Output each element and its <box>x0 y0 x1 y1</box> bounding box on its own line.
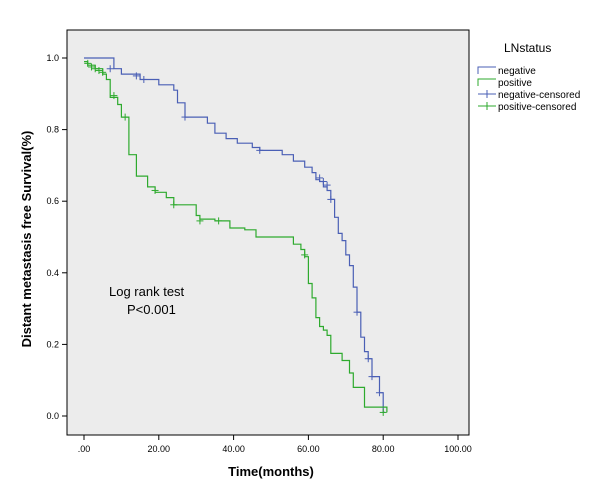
legend-label: positive <box>498 78 532 89</box>
legend-item: positive <box>477 78 532 89</box>
censor-mark-negative <box>316 174 324 182</box>
x-tick-label: 100.00 <box>444 444 472 454</box>
censor-mark-negative <box>364 355 372 363</box>
series-line-positive <box>84 61 388 413</box>
censor-mark-positive <box>91 65 99 73</box>
censor-mark-negative <box>106 65 114 73</box>
x-tick-label: 20.00 <box>148 444 171 454</box>
censor-mark-positive <box>379 408 387 416</box>
y-tick-label: 0.0 <box>46 411 59 421</box>
y-tick-label: 0.2 <box>46 339 59 349</box>
x-tick-label: 40.00 <box>222 444 245 454</box>
censor-mark-positive <box>170 201 178 209</box>
legend: LNstatus negativepositivenegative-censor… <box>477 41 580 113</box>
series-layer <box>84 57 388 416</box>
censor-mark-negative <box>327 195 335 203</box>
y-tick-label: 0.8 <box>46 125 59 135</box>
legend-swatch-step <box>477 78 496 86</box>
censor-mark-negative <box>256 146 264 154</box>
legend-label: negative <box>498 66 536 77</box>
y-tick-label: 1.0 <box>46 53 59 63</box>
annotation-line-2: P<0.001 <box>127 302 176 317</box>
x-tick-label: .00 <box>78 444 91 454</box>
censor-mark-positive <box>301 251 309 259</box>
legend-entries: negativepositivenegative-censoredpositiv… <box>477 66 580 113</box>
x-axis-title: Time(months) <box>228 464 314 479</box>
y-tick-label: 0.4 <box>46 268 59 278</box>
x-tick-label: 80.00 <box>372 444 395 454</box>
censor-mark-negative <box>353 308 361 316</box>
censor-mark-positive <box>95 67 103 75</box>
series-line-negative <box>84 57 386 413</box>
censor-mark-negative <box>181 113 189 121</box>
censor-mark-negative <box>375 389 383 397</box>
censor-mark-negative <box>132 72 140 80</box>
censor-mark-negative <box>140 75 148 83</box>
censor-mark-positive <box>121 113 129 121</box>
legend-item: positive-censored <box>478 102 576 113</box>
y-tick-label: 0.6 <box>46 196 59 206</box>
censor-mark-positive <box>151 186 159 194</box>
censor-mark-positive <box>84 59 92 67</box>
legend-swatch-step <box>477 66 496 74</box>
censor-mark-positive <box>215 217 223 225</box>
legend-item: negative <box>477 66 536 77</box>
annotation-line-1: Log rank test <box>109 284 185 299</box>
y-axis-ticks: 0.0 0.2 0.4 0.6 0.8 1.0 <box>46 53 67 421</box>
plot-area <box>66 29 470 436</box>
censor-mark-negative <box>368 373 376 381</box>
legend-label: positive-censored <box>498 102 576 113</box>
legend-title: LNstatus <box>504 41 551 55</box>
x-tick-label: 60.00 <box>297 444 320 454</box>
censor-mark-positive <box>87 63 95 71</box>
censor-mark-positive <box>110 92 118 100</box>
censor-mark-negative <box>323 181 331 189</box>
censor-mark-negative <box>319 178 327 186</box>
y-axis-title: Distant metastasis free Survival(%) <box>19 131 34 348</box>
legend-label: negative-censored <box>498 90 580 101</box>
censor-mark-positive <box>99 68 107 76</box>
legend-item: negative-censored <box>478 90 580 101</box>
x-axis-ticks: .00 20.00 40.00 60.00 80.00 100.00 <box>78 435 472 454</box>
censor-mark-positive <box>196 217 204 225</box>
